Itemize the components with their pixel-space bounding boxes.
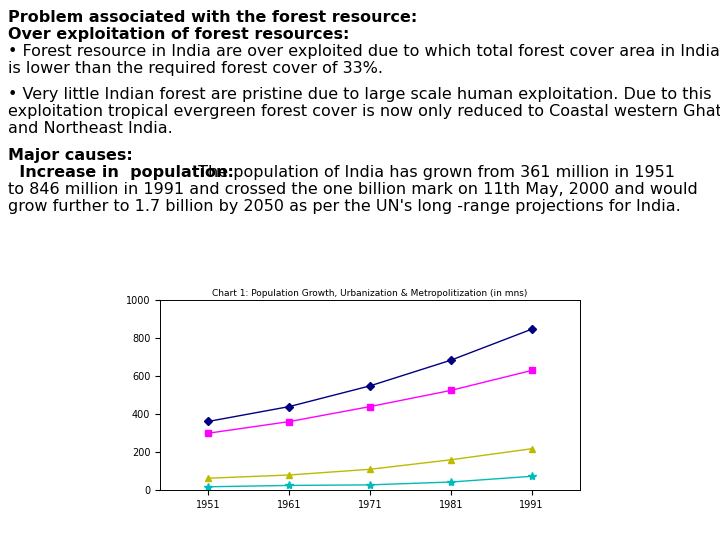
Rural	[285, 418, 294, 425]
Text: exploitation tropical evergreen forest cover is now only reduced to Coastal west: exploitation tropical evergreen forest c…	[8, 104, 720, 119]
Line: Total: Total	[206, 327, 534, 424]
Line: Rural: Rural	[206, 368, 534, 436]
Urban	[204, 475, 213, 482]
Total	[204, 418, 213, 424]
Urban	[285, 472, 294, 478]
Text: Major causes:: Major causes:	[8, 148, 132, 163]
Total	[285, 403, 294, 410]
Urban	[446, 456, 455, 463]
Million+	[204, 483, 213, 490]
Urban	[527, 446, 536, 452]
Total	[366, 383, 374, 389]
Text: is lower than the required forest cover of 33%.: is lower than the required forest cover …	[8, 61, 383, 76]
Text: Over exploitation of forest resources:: Over exploitation of forest resources:	[8, 27, 349, 42]
Million+	[446, 479, 455, 485]
Million+	[527, 473, 536, 480]
Urban	[366, 466, 374, 472]
Rural	[366, 403, 374, 410]
Text: and Northeast India.: and Northeast India.	[8, 122, 173, 137]
Text: Problem associated with the forest resource:: Problem associated with the forest resou…	[8, 10, 418, 25]
Million+	[285, 482, 294, 489]
Million+	[366, 482, 374, 488]
Total	[446, 357, 455, 363]
Text: The population of India has grown from 361 million in 1951: The population of India has grown from 3…	[194, 165, 675, 180]
Text: • Very little Indian forest are pristine due to large scale human exploitation. : • Very little Indian forest are pristine…	[8, 87, 711, 103]
Line: Urban: Urban	[206, 446, 534, 481]
Text: to 846 million in 1991 and crossed the one billion mark on 11th May, 2000 and wo: to 846 million in 1991 and crossed the o…	[8, 181, 698, 197]
Rural	[446, 387, 455, 394]
Text: grow further to 1.7 billion by 2050 as per the UN's long -range projections for : grow further to 1.7 billion by 2050 as p…	[8, 199, 680, 214]
Rural	[527, 367, 536, 374]
Title: Chart 1: Population Growth, Urbanization & Metropolitization (in mns): Chart 1: Population Growth, Urbanization…	[212, 289, 528, 298]
Line: Million+: Million+	[204, 472, 536, 491]
Total	[527, 326, 536, 333]
Text: • Forest resource in India are over exploited due to which total forest cover ar: • Forest resource in India are over expl…	[8, 44, 720, 59]
Text: Increase in  population:: Increase in population:	[8, 165, 234, 180]
Rural	[204, 430, 213, 436]
